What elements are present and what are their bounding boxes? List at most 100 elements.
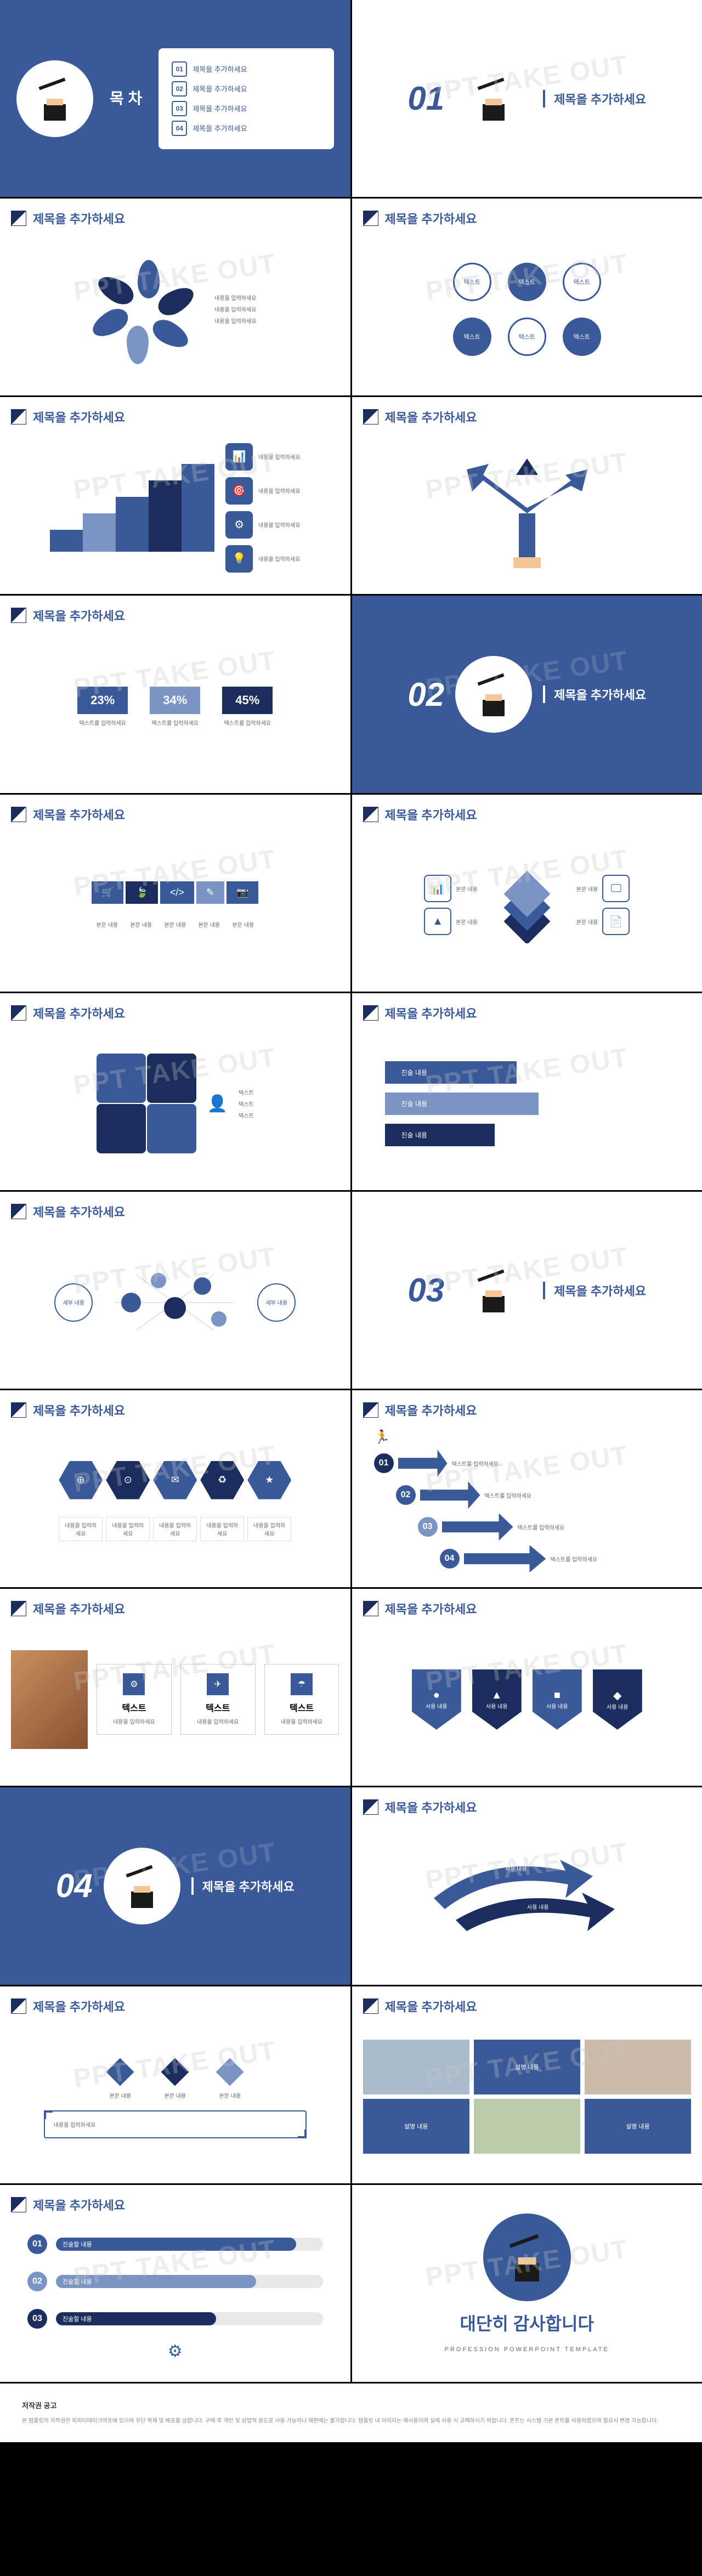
ribbon-item: 진술 내용 <box>385 1124 495 1146</box>
ribbon-item: 진술 내용 <box>385 1061 517 1084</box>
hexagons-slide: PPT TAKE OUT 제목을 추가하세요 ⊕ ⊙ ✉ ♻ ★ 내용을 입력하… <box>0 1390 350 1587</box>
toc-item: 03제목을 추가하세요 <box>172 101 320 116</box>
slide-title: 제목을 추가하세요 <box>363 1997 692 2015</box>
toc-slide: 목 차 01제목을 추가하세요 02제목을 추가하세요 03제목을 추가하세요 … <box>0 0 350 197</box>
title-icon <box>11 211 26 226</box>
network-slide: PPT TAKE OUT 제목을 추가하세요 세부 내용 세부 내용 <box>0 1192 350 1389</box>
title-icon <box>363 211 378 226</box>
section-04-slide: PPT TAKE OUT 04 제목을 추가하세요 <box>0 1787 350 1984</box>
shield-item: ▲사용 내용 <box>472 1669 522 1730</box>
content-text: 내용을 입력하세요 <box>214 305 256 313</box>
petal-slide: PPT TAKE OUT 제목을 추가하세요 내용을 입력하세요 내용을 입력하… <box>0 199 350 395</box>
section-title: 제목을 추가하세요 <box>543 686 646 703</box>
slide-title: 제목을 추가하세요 <box>363 1600 692 1617</box>
section-number: 01 <box>407 80 444 117</box>
hand-illustration <box>104 1848 180 1924</box>
slide-title: 제목을 추가하세요 <box>11 806 339 823</box>
circle-node: 텍스트 <box>563 318 601 356</box>
ribbon-item: 진술 내용 <box>385 1092 539 1115</box>
title-icon <box>11 1998 26 2014</box>
section-title: 제목을 추가하세요 <box>191 1877 295 1895</box>
title-icon <box>363 1998 378 2014</box>
puzzle-piece <box>97 1104 146 1153</box>
copyright-footer: 저작권 공고 본 템플릿의 저작권은 피피티테이크아웃에 있으며 무단 복제 및… <box>0 2383 702 2442</box>
stacked-diamonds <box>489 867 565 943</box>
flow-step: 📷 <box>227 881 258 904</box>
toc-item: 01제목을 추가하세요 <box>172 61 320 77</box>
thanks-subtitle: PROFESSION POWERPOINT TEMPLATE <box>445 2346 609 2353</box>
section-number: 03 <box>407 1271 444 1309</box>
stairs-slide: PPT TAKE OUT 제목을 추가하세요 📊내용을 입력하세요 🎯내용을 입… <box>0 397 350 594</box>
circle-node: 텍스트 <box>508 263 546 301</box>
section-number: 02 <box>407 676 444 714</box>
slide-title: 제목을 추가하세요 <box>11 210 339 227</box>
diamond-item: 본문 내용 <box>158 2056 191 2099</box>
puzzle-piece <box>147 1104 196 1153</box>
content-text: 내용을 입력하세요 <box>214 316 256 325</box>
section-title: 제목을 추가하세요 <box>543 1282 646 1299</box>
slide-title: 제목을 추가하세요 <box>11 2196 339 2213</box>
bulb-icon: 💡 <box>225 545 253 573</box>
percent-item: 34%텍스트를 입력하세요 <box>150 687 200 727</box>
progress-item: 03 진술할 내용 <box>27 2309 323 2329</box>
diamond-item: 본문 내용 <box>213 2056 246 2099</box>
section-title: 제목을 추가하세요 <box>543 90 646 107</box>
slide-title: 제목을 추가하세요 <box>11 1401 339 1419</box>
title-icon <box>363 1005 378 1021</box>
progress-item: 01 진술할 내용 <box>27 2234 323 2254</box>
runner-slide: PPT TAKE OUT 제목을 추가하세요 🏃 01텍스트를 입력하세요 02… <box>352 1390 702 1587</box>
section-01-slide: PPT TAKE OUT 01 제목을 추가하세요 <box>352 0 702 197</box>
ribbons-slide: PPT TAKE OUT 제목을 추가하세요 진술 내용 진술 내용 진술 내용 <box>352 993 702 1190</box>
flow-step: 🍃 <box>126 881 157 904</box>
hand-illustration <box>455 60 532 137</box>
photo-placeholder <box>474 2099 580 2154</box>
puzzle-piece <box>97 1054 146 1103</box>
screen-icon: 🖵 <box>602 875 630 902</box>
end-node: 세부 내용 <box>257 1283 296 1322</box>
section-02-slide: PPT TAKE OUT 02 제목을 추가하세요 <box>352 596 702 792</box>
circle-node: 텍스트 <box>453 318 491 356</box>
toc-item: 04제목을 추가하세요 <box>172 121 320 136</box>
hex-item: ★ <box>247 1461 291 1499</box>
content-text: 내용을 입력하세요 <box>214 293 256 302</box>
flow-slide: PPT TAKE OUT 제목을 추가하세요 🛒 🍃 </> ✎ 📷 본문 내용… <box>0 795 350 992</box>
section-03-slide: PPT TAKE OUT 03 제목을 추가하세요 <box>352 1192 702 1389</box>
flow-step: </> <box>160 881 194 904</box>
thanks-title: 대단히 감사합니다 <box>460 2310 594 2335</box>
slide-title: 제목을 추가하세요 <box>363 1004 692 1022</box>
circle-node: 텍스트 <box>508 318 546 356</box>
svg-text:사용 내용: 사용 내용 <box>505 1866 527 1872</box>
text-card: ✈ 텍스트 내용을 입력하세요 <box>180 1664 256 1735</box>
circles-slide: PPT TAKE OUT 제목을 추가하세요 텍스트 텍스트 텍스트 텍스트 텍… <box>352 199 702 395</box>
text-card: ☂ 텍스트 내용을 입력하세요 <box>264 1664 339 1735</box>
hand-illustration <box>16 60 93 137</box>
end-node: 세부 내용 <box>54 1283 93 1322</box>
cone-icon: ▲ <box>424 908 451 935</box>
title-icon <box>11 1601 26 1616</box>
runner-icon: 🏃 <box>374 1429 390 1445</box>
shield-item: ■사용 내용 <box>533 1669 582 1730</box>
section-number: 04 <box>56 1867 93 1905</box>
shields-slide: PPT TAKE OUT 제목을 추가하세요 ●사용 내용 ▲사용 내용 ■사용… <box>352 1589 702 1786</box>
slide-title: 제목을 추가하세요 <box>363 210 692 227</box>
target-icon: 🎯 <box>225 477 253 505</box>
slide-title: 제목을 추가하세요 <box>11 1004 339 1022</box>
percentages-slide: PPT TAKE OUT 제목을 추가하세요 23%텍스트를 입력하세요 34%… <box>0 596 350 792</box>
puzzle-slide: PPT TAKE OUT 제목을 추가하세요 👤 텍스트 텍스트 텍스트 <box>0 993 350 1190</box>
text-cards-slide: PPT TAKE OUT 제목을 추가하세요 ⚙ 텍스트 내용을 입력하세요 ✈… <box>0 1589 350 1786</box>
gear-icon: ⚙ <box>27 2342 323 2361</box>
arrows-slide: PPT TAKE OUT 제목을 추가하세요 <box>352 397 702 594</box>
thanks-slide: PPT TAKE OUT 대단히 감사합니다 PROFESSION POWERP… <box>352 2185 702 2382</box>
svg-text:사용 내용: 사용 내용 <box>527 1904 549 1911</box>
copyright-body: 본 템플릿의 저작권은 피피티테이크아웃에 있으며 무단 복제 및 배포를 금합… <box>22 2417 680 2426</box>
title-icon <box>11 1402 26 1418</box>
circle-node: 텍스트 <box>563 263 601 301</box>
title-icon <box>363 409 378 424</box>
title-icon <box>363 1601 378 1616</box>
curved-arrows-slide: PPT TAKE OUT 제목을 추가하세요 사용 내용 사용 내용 <box>352 1787 702 1984</box>
slide-title: 제목을 추가하세요 <box>363 1401 692 1419</box>
chart-icon: 📊 <box>225 443 253 471</box>
gear-icon: ⚙ <box>225 511 253 539</box>
circle-node: 텍스트 <box>453 263 491 301</box>
slide-title: 제목을 추가하세요 <box>11 408 339 426</box>
